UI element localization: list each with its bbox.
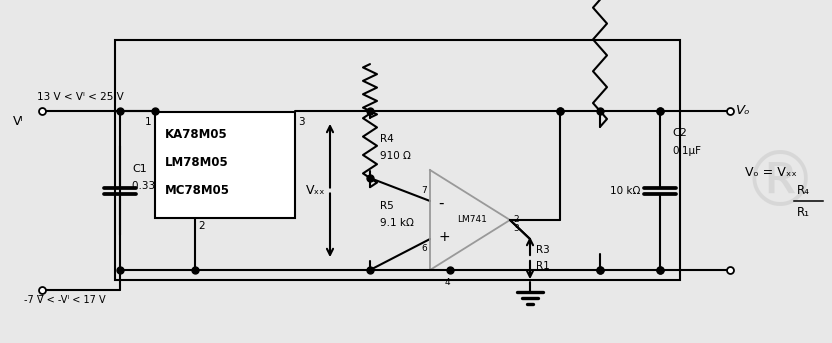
Text: 3: 3 bbox=[513, 224, 518, 233]
Text: C1: C1 bbox=[132, 164, 146, 174]
Text: ®: ® bbox=[742, 148, 818, 222]
Text: 1: 1 bbox=[145, 117, 151, 127]
Text: KA78M05: KA78M05 bbox=[165, 128, 228, 141]
Text: Vᴵ: Vᴵ bbox=[13, 115, 24, 128]
Text: 6: 6 bbox=[421, 244, 427, 253]
Text: C2: C2 bbox=[672, 128, 687, 138]
Text: 9.1 kΩ: 9.1 kΩ bbox=[380, 218, 414, 228]
FancyBboxPatch shape bbox=[155, 112, 295, 218]
Text: LM741: LM741 bbox=[457, 215, 487, 225]
Text: R3: R3 bbox=[536, 245, 550, 255]
Text: Vₒ: Vₒ bbox=[736, 105, 750, 118]
Text: +: + bbox=[438, 230, 449, 244]
Text: 7: 7 bbox=[421, 186, 427, 195]
Text: 910 Ω: 910 Ω bbox=[380, 151, 411, 161]
Text: 13 V < Vᴵ < 25 V: 13 V < Vᴵ < 25 V bbox=[37, 92, 124, 102]
Text: R5: R5 bbox=[380, 201, 394, 211]
Text: LM78M05: LM78M05 bbox=[165, 155, 229, 168]
Text: Vₒ = Vₓₓ: Vₒ = Vₓₓ bbox=[745, 166, 797, 179]
Text: 0.1μF: 0.1μF bbox=[672, 146, 701, 156]
Text: R4: R4 bbox=[380, 134, 394, 144]
Text: 2: 2 bbox=[198, 221, 205, 231]
Text: 3: 3 bbox=[298, 117, 305, 127]
Text: R₄: R₄ bbox=[797, 184, 810, 197]
Text: -: - bbox=[438, 196, 443, 211]
Text: 2: 2 bbox=[513, 215, 518, 224]
Text: R1: R1 bbox=[536, 261, 550, 271]
Text: 10 kΩ: 10 kΩ bbox=[610, 186, 641, 196]
Text: Vₓₓ: Vₓₓ bbox=[305, 184, 325, 197]
Text: MC78M05: MC78M05 bbox=[165, 184, 230, 197]
Text: -7 V̅ < -Vᴵ < 17 V: -7 V̅ < -Vᴵ < 17 V bbox=[24, 295, 106, 305]
Text: 0.33 μF: 0.33 μF bbox=[132, 181, 171, 191]
Text: 4: 4 bbox=[445, 278, 451, 287]
Text: R₁: R₁ bbox=[797, 206, 810, 219]
